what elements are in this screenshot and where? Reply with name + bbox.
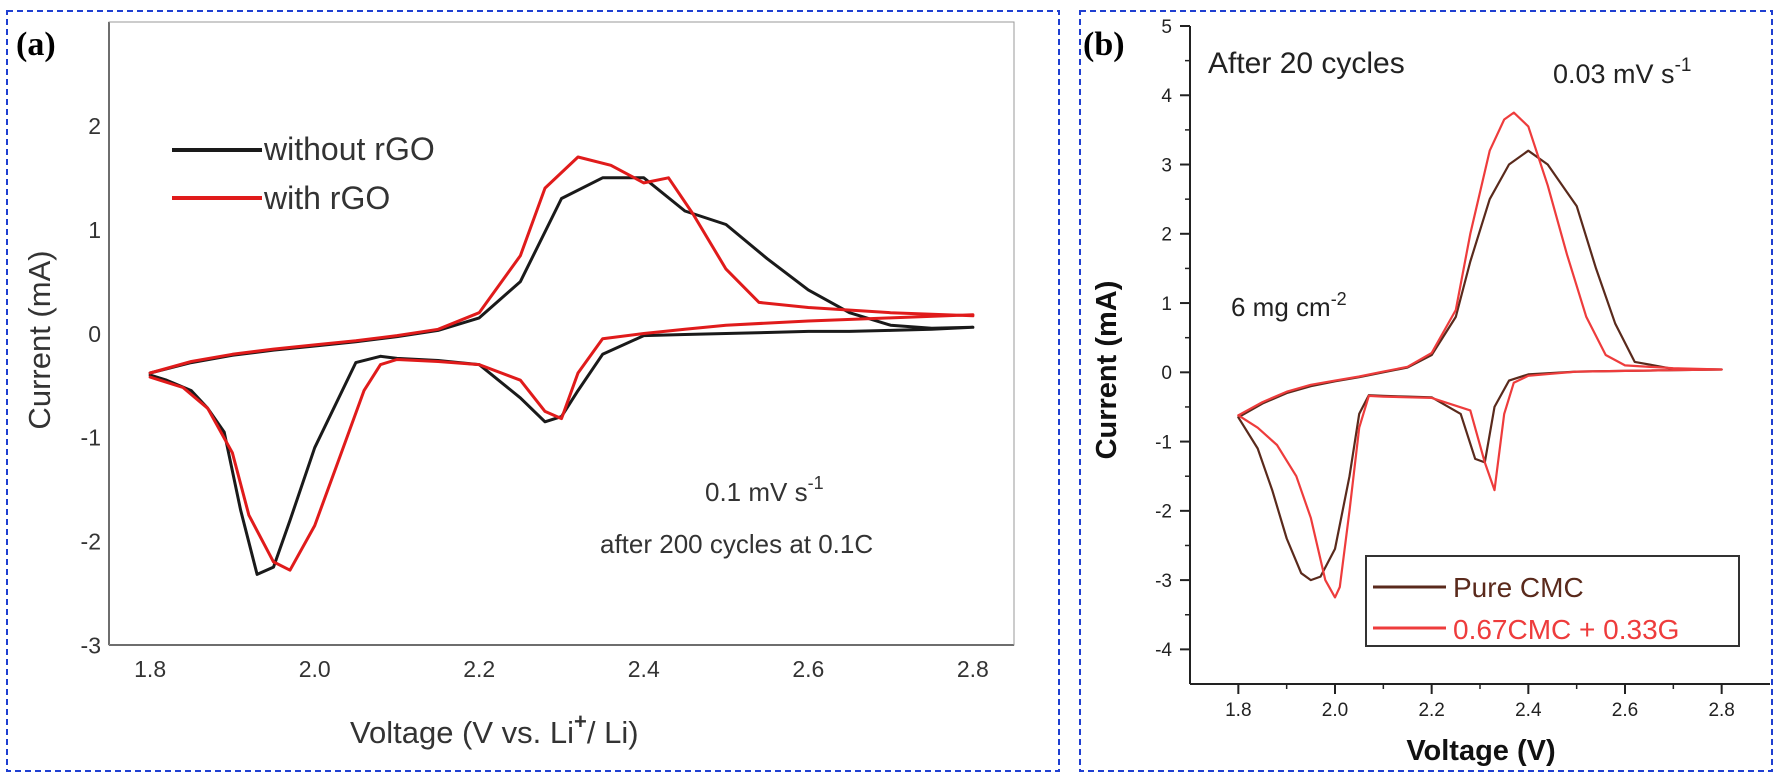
panel-b-y-tick-label: 0 [1161,363,1172,384]
panel-a-x-tick-label: 2.8 [957,656,989,682]
panel-b-label: (b) [1083,26,1125,63]
panel-a-ylabel: Current (mA) [22,250,57,429]
panel-b-loading-sup: -2 [1331,289,1347,309]
panel-a-rate-annotation: 0.1 mV s-1 [705,473,824,507]
panel-b-y-tick-label: 2 [1161,225,1172,246]
panel-a-y-tick-label: -2 [81,528,101,554]
panel-b-x-tick-label: 2.8 [1708,700,1734,721]
panel-a-y-tick-label: 1 [88,217,101,243]
panel-b-series [1237,111,1723,599]
panel-b-loading-text: 6 mg cm [1231,292,1331,322]
panel-a-x-tick-label: 1.8 [134,656,166,682]
panel-b-x-tick-label: 2.6 [1612,700,1638,721]
panel-a-x-tick-label: 2.4 [628,656,660,682]
panel-b-y-tick-label: 4 [1161,86,1172,107]
legend-label-without-rgo: without rGO [263,131,435,167]
panel-b-y-tick-label: -3 [1155,571,1172,592]
panel-a-series [148,155,975,576]
panel-a-y-tick-label: 0 [88,321,101,347]
panel-a-y-tick-label: -3 [81,632,101,658]
panel-a-rate-text: 0.1 mV s [705,477,808,507]
panel-b-y-tick-label: 3 [1161,155,1172,176]
panel-a-series-2 [148,155,975,572]
panel-a-rate-sup: -1 [808,473,824,493]
panel-a-axes: 1.8 2.0 2.2 2.4 2.6 2.8 -3 -2 -1 0 1 2 [81,21,1015,682]
panel-b-rate-annotation: 0.03 mV s-1 [1553,55,1691,89]
legend-label-cmc-g: 0.67CMC + 0.33G [1453,614,1679,645]
panel-b-rate-text: 0.03 mV s [1553,59,1675,89]
panel-a: (a) 1.8 2.0 2.2 2.4 2.6 2.8 -3 -2 -1 0 1 2 without … [6,10,1060,772]
panel-a-series-1 [148,176,975,576]
panel-b-y-tick-label: 1 [1161,294,1172,315]
panel-b-x-tick-label: 2.0 [1322,700,1348,721]
panel-b-rate-sup: -1 [1675,55,1692,76]
panel-b-x-tick-label: 1.8 [1225,700,1251,721]
panel-b-legend-box [1365,555,1740,647]
panel-a-label: (a) [16,26,56,63]
panel-b-x-tick-label: 2.4 [1515,700,1542,721]
panel-a-legend: without rGO with rGO [172,131,435,216]
legend-label-with-rgo: with rGO [263,180,390,216]
panel-a-frame [6,10,1060,772]
panel-a-x-tick-label: 2.2 [463,656,495,682]
panel-a-cycles-annotation: after 200 cycles at 0.1C [600,529,873,559]
panel-a-x-tick-label: 2.0 [299,656,331,682]
panel-a-y-tick-label: -1 [81,425,101,451]
panel-b-y-tick-label: -4 [1155,640,1172,661]
panel-a-plot-border [108,21,1015,646]
panel-a-x-tick-label: 2.6 [792,656,824,682]
panel-b-y-tick-label: 5 [1161,17,1172,38]
panel-a-xlabel: Voltage (V vs. Li+/ Li) [350,709,639,750]
panel-a-xlabel-tail: / Li) [587,715,639,750]
panel-b-y-tick-label: -1 [1155,432,1172,453]
panel-b-axes: 1.8 2.0 2.2 2.4 2.6 2.8 -4 -3 -2 -1 0 1 2 3 4 5 [1155,17,1770,721]
panel-a-y-tick-label: 2 [88,113,101,139]
panel-b-frame [1079,10,1773,772]
panel-b-title: After 20 cycles [1208,47,1405,80]
panel-b-y-tick-label: -2 [1155,502,1172,523]
legend-label-pure-cmc: Pure CMC [1453,572,1584,603]
panel-a-xlabel-sup: + [574,709,587,734]
panel-b-loading-annotation: 6 mg cm-2 [1231,289,1347,322]
panel-b-x-tick-label: 2.2 [1418,700,1444,721]
panel-a-xlabel-main: Voltage (V vs. Li [350,715,574,750]
panel-b-ylabel: Current (mA) [1091,281,1123,460]
panel-b-series-2 [1237,111,1723,599]
panel-b-xlabel: Voltage (V) [1406,735,1555,767]
panel-b: (b) 1.8 2.0 2.2 2.4 2.6 2.8 -4 -3 -2 -1 0 1 2 3 4 5 Aft… [1079,10,1773,772]
panel-b-legend: Pure CMC 0.67CMC + 0.33G [1365,555,1740,647]
